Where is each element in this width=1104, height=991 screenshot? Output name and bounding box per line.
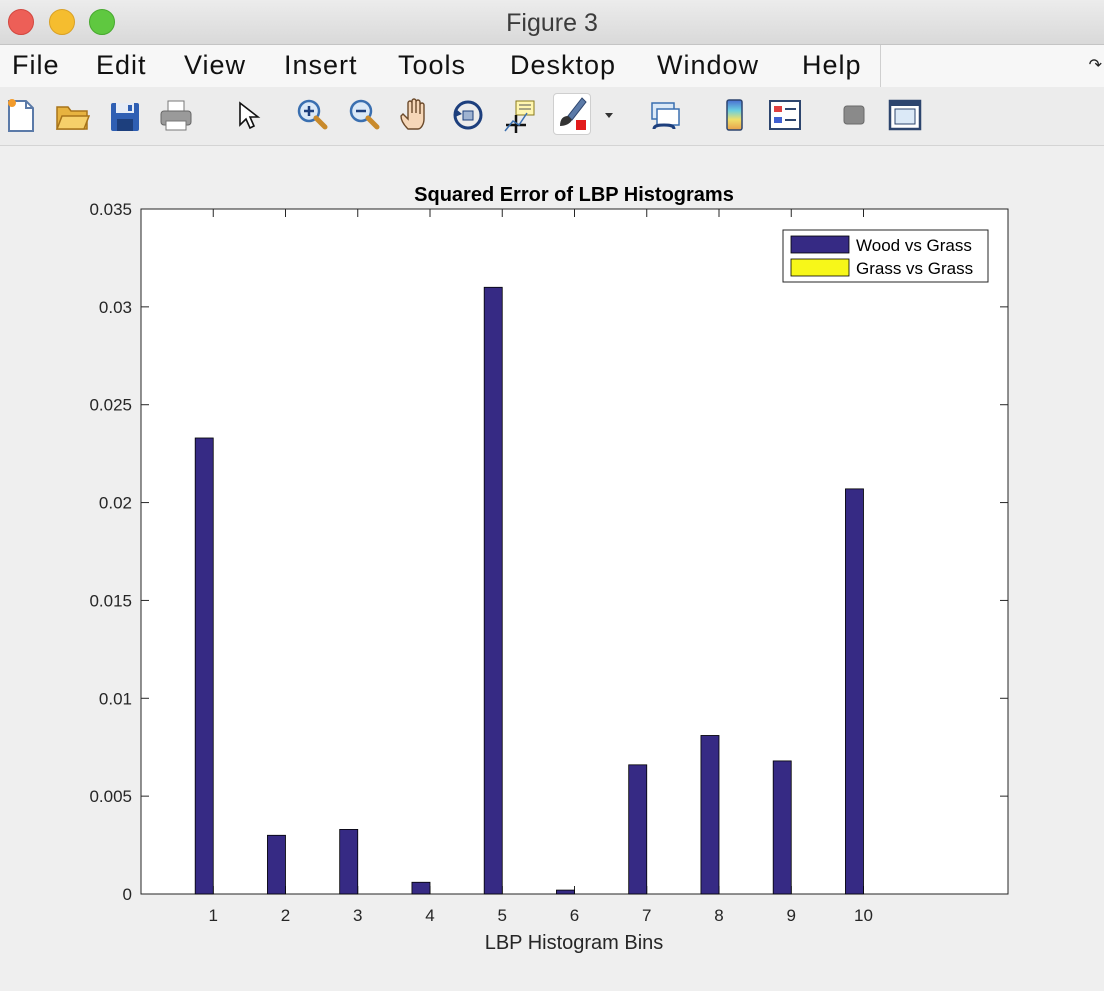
colorbar-icon[interactable] [717,95,753,135]
hide-plot-tools-icon[interactable] [836,95,872,135]
y-tick-label: 0.02 [99,494,132,513]
close-window-button[interactable] [8,9,34,35]
maximize-window-button[interactable] [89,9,115,35]
menu-file[interactable]: File [12,50,60,80]
print-icon[interactable] [158,95,194,135]
bar-wood-vs-grass-5 [483,286,503,895]
menu-view[interactable]: View [184,50,247,80]
pointer-icon[interactable] [232,95,268,135]
legend-swatch-wood-vs-grass [790,235,850,254]
minimize-window-button[interactable] [49,9,75,35]
open-file-icon[interactable] [54,95,90,135]
legend-icon[interactable] [767,95,803,135]
bar-wood-vs-grass-7 [628,764,648,895]
x-tick-label: 8 [714,906,723,925]
bar-wood-vs-grass-10 [845,488,864,895]
x-tick-label: 4 [425,906,434,925]
y-tick-label: 0.025 [89,396,132,415]
chart-title: Squared Error of LBP Histograms [414,184,734,206]
menu-overflow-icon[interactable]: ↷ [1088,57,1102,74]
data-cursor-icon[interactable] [502,95,538,135]
link-plot-icon[interactable] [648,95,684,135]
y-tick-label: 0 [123,885,132,904]
x-tick-labels: 1 2 3 4 5 6 7 8 9 10 [209,906,873,925]
bar-wood-vs-grass-2 [267,834,286,895]
x-axis-label: LBP Histogram Bins [485,932,664,954]
y-tick-label: 0.015 [89,591,132,610]
save-icon[interactable] [107,95,143,135]
legend-label-wood-vs-grass: Wood vs Grass [856,236,972,255]
bars-group [194,286,864,895]
y-tick-labels: 0 0.005 0.01 0.015 0.02 0.025 0.03 0.035 [89,200,132,904]
brush-dropdown-icon[interactable] [600,95,618,135]
rotate-3d-icon[interactable] [450,95,486,135]
x-tick-label: 7 [642,906,651,925]
x-tick-label: 6 [570,906,579,925]
legend[interactable]: Wood vs Grass Grass vs Grass [782,229,989,283]
zoom-out-icon[interactable] [346,95,382,135]
bar-wood-vs-grass-1 [194,437,214,895]
new-figure-icon[interactable] [4,95,40,135]
x-tick-label: 1 [209,906,218,925]
menu-desktop[interactable]: Desktop [510,50,617,80]
figure-toolbar [0,87,1104,146]
y-tick-label: 0.005 [89,787,132,806]
y-tick-label: 0.03 [99,298,132,317]
window-titlebar: Figure 3 [0,0,1104,45]
bar-wood-vs-grass-4 [411,881,431,895]
bar-chart: Squared Error of LBP Histograms LBP Hist… [89,184,1009,954]
menu-help[interactable]: Help [802,50,862,80]
x-tick-label: 5 [498,906,507,925]
show-plot-tools-icon[interactable] [887,95,923,135]
menu-tools[interactable]: Tools [398,50,467,80]
x-tick-label: 10 [854,906,873,925]
bar-wood-vs-grass-3 [339,829,359,895]
x-tick-label: 9 [787,906,796,925]
bar-wood-vs-grass-9 [772,760,792,895]
pan-hand-icon[interactable] [398,95,434,135]
menu-separator [880,45,881,87]
x-tick-label: 2 [281,906,290,925]
brush-icon[interactable] [553,93,591,135]
menu-edit[interactable]: Edit [96,50,147,80]
plot-area [140,208,1009,895]
menu-insert[interactable]: Insert [284,50,358,80]
bar-wood-vs-grass-8 [700,735,720,895]
zoom-in-icon[interactable] [294,95,330,135]
bar-wood-vs-grass-6 [556,889,575,895]
y-tick-label: 0.035 [89,200,132,219]
legend-label-grass-vs-grass: Grass vs Grass [856,259,973,278]
x-tick-label: 3 [353,906,362,925]
legend-swatch-grass-vs-grass [790,258,850,277]
y-tick-label: 0.01 [99,689,132,708]
figure-canvas: Squared Error of LBP Histograms LBP Hist… [0,146,1104,986]
menu-window[interactable]: Window [657,50,760,80]
window-title: Figure 3 [506,9,598,37]
menu-bar: File Edit View Insert Tools Desktop Wind… [0,45,1104,87]
